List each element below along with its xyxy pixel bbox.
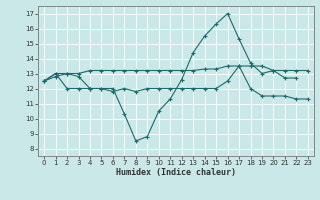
X-axis label: Humidex (Indice chaleur): Humidex (Indice chaleur) bbox=[116, 168, 236, 177]
